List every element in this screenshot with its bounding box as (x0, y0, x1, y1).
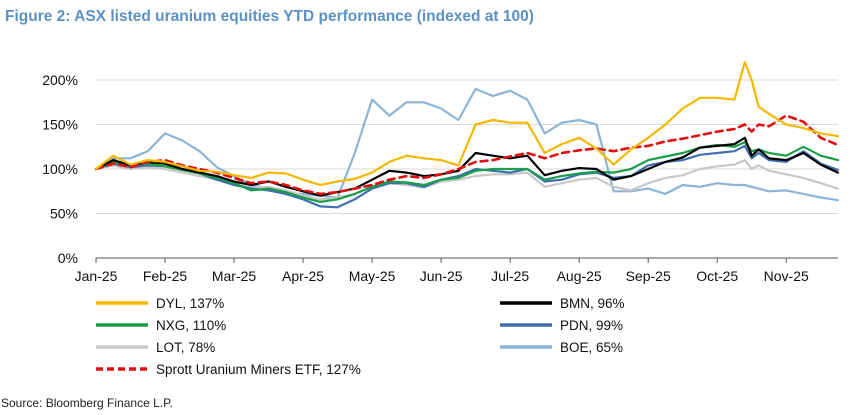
legend-label-boe: BOE, 65% (560, 340, 623, 355)
x-tick-label: Apr-25 (282, 268, 324, 284)
x-tick-label: Nov-25 (764, 268, 809, 284)
series-line-sprott-uranium-miners-etf (94, 114, 840, 196)
axes: 0% 50% 100% 150% 200% Jan-25 Feb-25 Mar-25 Apr-2… (42, 72, 838, 284)
x-tick-label: May-25 (349, 268, 396, 284)
y-tick-label: 50% (50, 206, 78, 222)
legend-label-dyl: DYL, 137% (156, 296, 224, 311)
legend-label-sprott-uranium-miners-etf: Sprott Uranium Miners ETF, 127% (156, 362, 361, 377)
x-tick-label: Feb-25 (143, 268, 188, 284)
gridlines (96, 79, 838, 214)
x-tick-label: Jul-25 (491, 268, 529, 284)
series-line-dyl (94, 61, 840, 187)
series-line-nxg (94, 141, 840, 203)
series-line-boe (94, 87, 840, 202)
x-tick-label: Jun-25 (420, 268, 463, 284)
legend-label-lot: LOT, 78% (156, 340, 215, 355)
x-tick-label: Mar-25 (212, 268, 257, 284)
y-tick-label: 100% (42, 161, 78, 177)
series-line-bmn (94, 136, 840, 197)
legend-label-nxg: NXG, 110% (156, 318, 226, 333)
x-tick-label: Aug-25 (557, 268, 602, 284)
x-tick-label: Oct-25 (696, 268, 738, 284)
figure-title: Figure 2: ASX listed uranium equities YT… (5, 8, 534, 25)
y-tick-label: 0% (58, 250, 78, 266)
x-tick-label: Jan-25 (75, 268, 118, 284)
series-lines (94, 61, 840, 209)
legend: DYL, 137% BMN, 96% NXG, 110% PDN, 99% LOT, 7… (96, 296, 625, 377)
series-line-pdn (94, 144, 840, 209)
series-line-lot (94, 159, 840, 201)
legend-label-pdn: PDN, 99% (560, 318, 623, 333)
x-tick-label: Sep-25 (626, 268, 671, 284)
legend-label-bmn: BMN, 96% (560, 296, 625, 311)
y-tick-label: 150% (42, 117, 78, 133)
source-note: Source: Bloomberg Finance L.P. (1, 396, 173, 410)
y-tick-label: 200% (42, 72, 78, 88)
